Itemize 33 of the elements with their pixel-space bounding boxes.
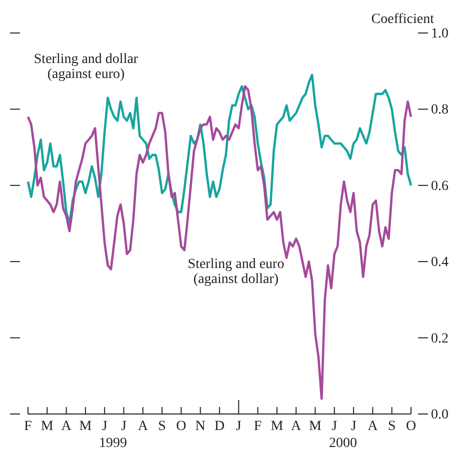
x-tick-label: M: [270, 419, 284, 434]
x-tick-label: F: [254, 419, 262, 434]
x-tick-label: O: [406, 419, 416, 434]
x-tick-label: M: [309, 419, 322, 434]
y-axis-title: Coefficient: [371, 12, 434, 27]
x-tick-label: A: [291, 419, 302, 434]
y-tick-label: 0.2: [431, 331, 448, 346]
text: 2000: [329, 436, 357, 451]
y-tick-label: 1.0: [431, 26, 448, 42]
x-tick-label: M: [79, 419, 92, 434]
x-tick-label: S: [158, 419, 166, 434]
text: 1999: [99, 436, 127, 451]
x-tick-label: F: [24, 419, 32, 434]
x-tick-label: A: [61, 419, 72, 434]
x-tick-label: N: [195, 419, 206, 434]
x-tick-label: J: [236, 419, 242, 434]
y-tick-label: 0.0: [431, 407, 448, 422]
x-tick-label: J: [350, 419, 357, 434]
y-tick-label: 0.4: [431, 255, 448, 270]
y-tick-label: 0.6: [431, 178, 448, 194]
y-tick-label: 0.8: [431, 102, 448, 118]
series-label: Sterling and dollar (against euro): [34, 52, 138, 82]
x-tick-label: S: [388, 419, 396, 434]
x-tick-label: A: [138, 419, 149, 434]
series-label: Sterling and euro (against dollar): [188, 257, 284, 287]
x-tick-label: A: [368, 419, 379, 434]
x-tick-label: D: [214, 419, 225, 434]
x-tick-label: O: [176, 419, 186, 434]
x-tick-label: M: [40, 419, 54, 434]
line-series: [26, 85, 412, 400]
x-tick-label: J: [121, 419, 128, 434]
x-tick-label: J: [332, 419, 338, 434]
x-tick-label: J: [102, 419, 108, 434]
